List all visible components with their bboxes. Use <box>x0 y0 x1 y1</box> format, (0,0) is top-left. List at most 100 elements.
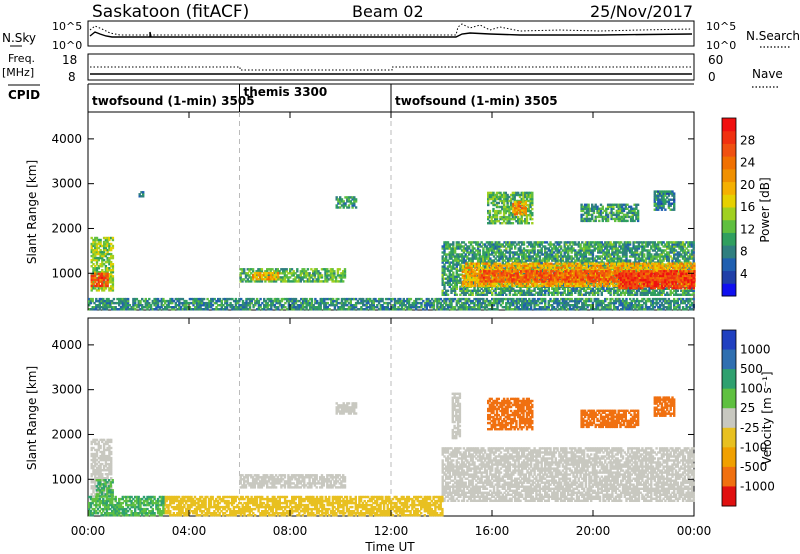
range-gate-cell <box>673 241 676 244</box>
range-gate-cell <box>452 243 455 246</box>
range-gate-cell <box>491 293 494 296</box>
range-gate-cell <box>559 257 563 260</box>
range-gate-cell <box>520 266 523 269</box>
range-gate-cell <box>545 289 549 292</box>
range-gate-cell <box>614 249 618 252</box>
range-gate-cell <box>544 287 547 290</box>
range-gate-cell <box>94 265 97 268</box>
range-gate-cell <box>563 291 566 294</box>
range-gate-cell <box>496 259 499 262</box>
range-gate-cell <box>502 268 505 271</box>
range-gate-cell <box>512 255 515 258</box>
range-gate-cell <box>503 267 506 270</box>
range-gate-cell <box>567 291 570 294</box>
range-gate-cell <box>452 271 455 274</box>
range-gate-cell <box>661 266 664 269</box>
range-gate-cell <box>623 241 626 244</box>
range-gate-cell <box>604 262 608 265</box>
range-gate-cell <box>534 278 537 281</box>
range-gate-cell <box>110 277 113 280</box>
range-gate-cell <box>443 257 446 260</box>
range-gate-cell <box>491 270 495 273</box>
range-gate-cell <box>494 245 497 248</box>
range-gate-cell <box>621 247 625 250</box>
range-gate-cell <box>620 259 623 262</box>
range-gate-cell <box>640 262 643 265</box>
range-gate-cell <box>681 257 685 260</box>
range-gate-cell <box>443 293 446 296</box>
range-gate-cell <box>99 280 102 284</box>
range-gate-cell <box>110 252 113 256</box>
range-gate-cell <box>556 257 559 260</box>
range-gate-cell <box>294 280 297 283</box>
range-gate-cell <box>475 278 479 281</box>
range-gate-cell <box>523 276 526 279</box>
range-gate-cell <box>490 280 493 283</box>
range-gate-cell <box>581 266 585 269</box>
range-gate-cell <box>92 252 95 256</box>
range-gate-cell <box>567 293 570 296</box>
range-gate-cell <box>528 293 531 296</box>
range-gate-cell <box>596 278 599 281</box>
range-gate-cell <box>514 291 517 294</box>
range-gate-cell <box>533 259 536 262</box>
range-gate-cell <box>609 255 612 258</box>
range-gate-cell <box>90 273 93 276</box>
range-gate-cell <box>481 268 484 271</box>
range-gate-cell <box>468 247 471 250</box>
range-gate-cell <box>587 282 590 286</box>
range-gate-cell <box>501 255 504 258</box>
range-gate-cell <box>483 265 487 268</box>
range-gate-cell <box>603 282 606 286</box>
range-gate-cell <box>475 276 479 279</box>
range-gate-cell <box>518 272 521 275</box>
range-gate-cell <box>111 287 115 290</box>
range-gate-cell <box>479 278 482 281</box>
range-gate-cell <box>673 257 676 260</box>
range-gate-cell <box>101 276 104 279</box>
range-gate-cell <box>553 266 556 269</box>
range-gate-cell <box>243 278 246 281</box>
range-gate-cell <box>485 241 489 244</box>
range-gate-cell <box>644 293 648 296</box>
range-gate-cell <box>508 249 512 252</box>
range-gate-cell <box>541 276 544 279</box>
range-gate-cell <box>597 241 600 244</box>
range-gate-cell <box>455 253 458 256</box>
range-gate-cell <box>635 247 639 250</box>
range-gate-cell <box>455 243 458 246</box>
range-gate-cell <box>292 270 295 273</box>
range-gate-cell <box>312 280 315 283</box>
range-gate-cell <box>459 265 462 268</box>
range-gate-cell <box>95 236 99 240</box>
range-gate-cell <box>558 284 562 288</box>
range-gate-cell <box>573 274 576 277</box>
range-gate-cell <box>492 259 496 262</box>
range-gate-cell <box>644 287 648 290</box>
range-gate-cell <box>479 282 482 286</box>
range-gate-cell <box>566 280 569 284</box>
range-gate-cell <box>693 268 696 271</box>
range-gate-cell <box>595 291 598 294</box>
range-gate-cell <box>654 268 657 271</box>
range-gate-cell <box>500 280 503 283</box>
range-gate-cell <box>558 274 562 277</box>
range-gate-cell <box>555 280 558 283</box>
range-gate-cell <box>95 278 99 281</box>
range-gate-cell <box>634 257 637 260</box>
range-gate-cell <box>553 264 556 267</box>
range-gate-cell <box>691 268 694 271</box>
range-gate-cell <box>530 274 533 277</box>
range-gate-cell <box>505 276 509 279</box>
range-gate-cell <box>643 245 646 248</box>
range-gate-cell <box>111 279 115 282</box>
range-gate-cell <box>517 247 520 250</box>
range-gate-cell <box>462 249 466 252</box>
range-gate-cell <box>505 278 509 281</box>
range-gate-cell <box>106 252 109 256</box>
range-gate-cell <box>106 240 109 244</box>
range-gate-cell <box>635 257 639 260</box>
range-gate-cell <box>528 276 532 279</box>
range-gate-cell <box>570 255 573 258</box>
range-gate-cell <box>470 274 473 277</box>
